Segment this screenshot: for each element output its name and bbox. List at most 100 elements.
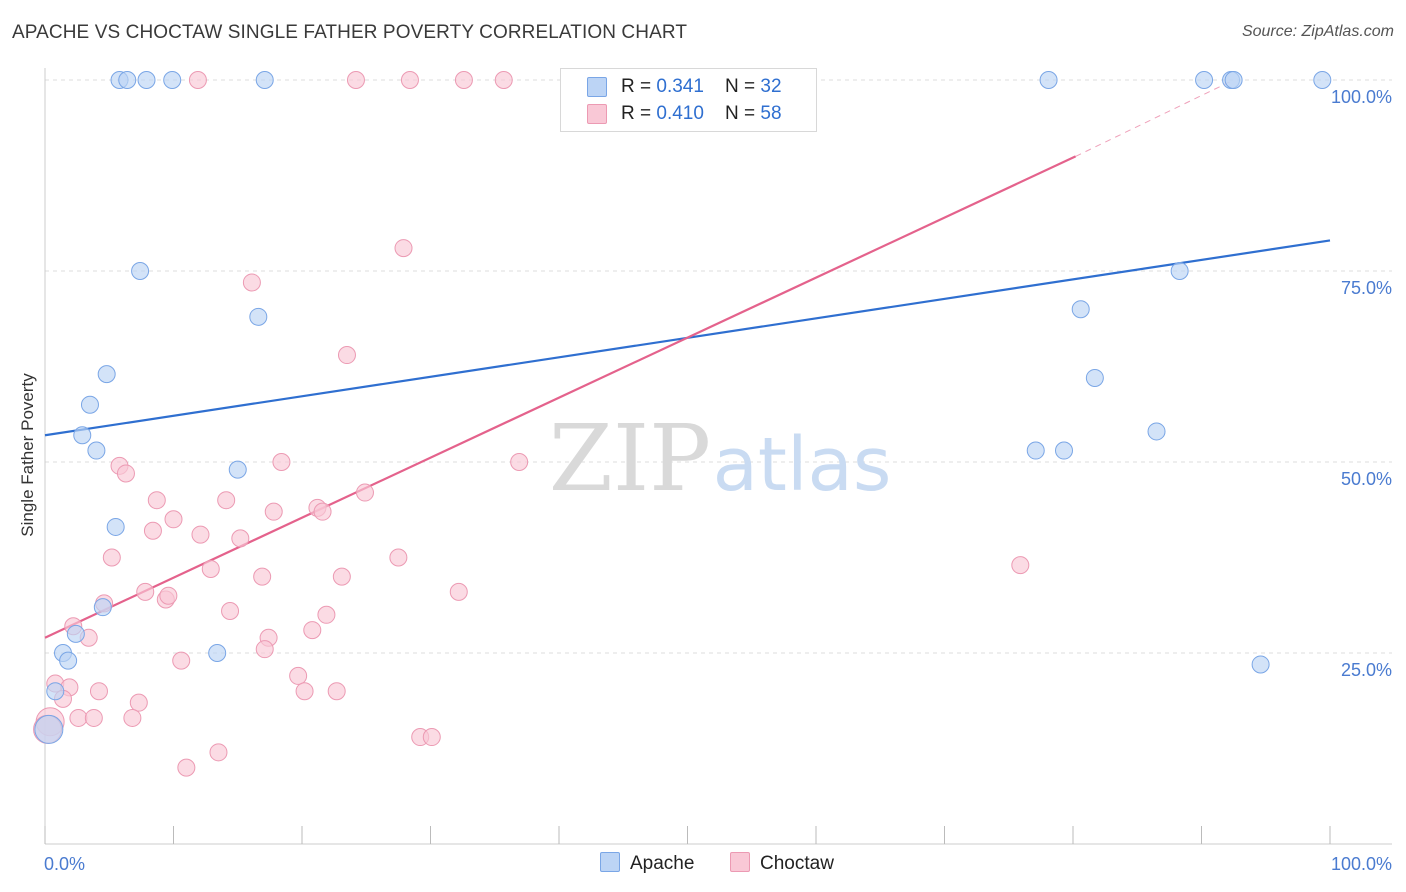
tick-labels: 25.0% 50.0% 75.0% 100.0% 0.0% 100.0% — [44, 87, 1392, 874]
data-points — [33, 71, 1332, 777]
choctaw-point — [346, 71, 365, 89]
apache-point — [255, 71, 274, 89]
legend-apache-n-value: 32 — [760, 76, 782, 97]
watermark: ZIP atlas — [549, 405, 892, 512]
legend-choctaw-n-label: N = — [725, 103, 761, 124]
apache-point — [131, 262, 150, 280]
choctaw-point — [317, 605, 336, 624]
legend-apache-r-label: R = — [621, 76, 657, 97]
apache-point — [1026, 441, 1045, 460]
apache-point — [118, 71, 137, 89]
choctaw-point — [164, 510, 183, 529]
choctaw-point — [253, 567, 272, 586]
trend-lines — [44, 79, 1331, 639]
choctaw-point — [136, 582, 155, 601]
apache-point — [163, 71, 182, 89]
y-tick-label: 100.0% — [1331, 87, 1392, 107]
x-tick-label: 0.0% — [44, 854, 85, 874]
choctaw-point — [422, 728, 441, 747]
source-label: Source: ZipAtlas.com — [1241, 23, 1394, 40]
choctaw-point — [209, 743, 228, 762]
apache-point — [1224, 71, 1243, 89]
choctaw-point — [231, 529, 250, 548]
choctaw-point — [295, 682, 314, 701]
choctaw-point — [129, 693, 148, 712]
apache-point — [80, 395, 99, 414]
apache-point — [1147, 422, 1166, 441]
choctaw-point — [510, 453, 529, 471]
choctaw-point — [89, 682, 108, 701]
apache-point — [228, 460, 247, 479]
apache-point — [1039, 71, 1058, 89]
bottom-legend-swatch-choctaw — [730, 852, 750, 872]
choctaw-point — [332, 567, 351, 586]
choctaw-point — [217, 491, 236, 510]
legend-apache-r-value: 0.341 — [656, 76, 704, 97]
choctaw-point — [116, 464, 135, 483]
choctaw-point — [177, 758, 196, 777]
choctaw-point — [255, 640, 274, 659]
y-tick-label: 50.0% — [1341, 469, 1392, 489]
choctaw-point — [123, 708, 142, 727]
bottom-legend-swatch-apache — [600, 852, 620, 872]
legend-choctaw-n-value: 58 — [760, 103, 782, 124]
gridlines — [45, 79, 1392, 654]
choctaw-point — [394, 239, 413, 258]
apache-point — [87, 441, 106, 460]
choctaw-point — [221, 601, 240, 620]
legend-choctaw-r-label: R = — [621, 103, 657, 124]
choctaw-point — [191, 525, 210, 544]
choctaw-point — [201, 559, 220, 578]
apache-point — [1251, 655, 1270, 674]
apache-point — [1085, 368, 1104, 387]
apache-point — [34, 714, 64, 744]
bottom-legend-choctaw: Choctaw — [730, 852, 834, 875]
choctaw-point — [172, 651, 191, 670]
apache-point — [137, 71, 156, 89]
y-tick-label: 25.0% — [1341, 660, 1392, 680]
watermark-zip: ZIP — [549, 405, 711, 512]
choctaw-point — [303, 621, 322, 640]
apache-point — [46, 682, 65, 701]
choctaw-point — [69, 708, 88, 727]
choctaw-point — [355, 483, 374, 502]
choctaw-point — [337, 346, 356, 365]
choctaw-point — [84, 708, 103, 727]
choctaw-point — [400, 71, 419, 89]
apache-point — [1071, 300, 1090, 319]
choctaw-point — [102, 548, 121, 567]
apache-point — [97, 365, 116, 384]
chart-title: APACHE VS CHOCTAW SINGLE FATHER POVERTY … — [12, 22, 688, 43]
bottom-legend-apache: Apache — [600, 852, 694, 875]
apache-point — [208, 644, 227, 662]
choctaw-point — [159, 586, 178, 605]
choctaw-point — [449, 582, 468, 601]
choctaw-point — [454, 71, 473, 89]
choctaw-point — [1011, 556, 1030, 575]
apache-point — [1170, 262, 1189, 280]
apache-point — [1195, 71, 1214, 89]
choctaw-point — [289, 666, 308, 685]
choctaw-point — [242, 273, 261, 292]
bottom-legend-label-choctaw: Choctaw — [760, 853, 834, 874]
choctaw-point — [389, 548, 408, 567]
apache-point — [93, 598, 112, 617]
choctaw-trend-extension — [1075, 79, 1234, 157]
choctaw-point — [327, 682, 346, 701]
apache-point — [59, 651, 78, 670]
choctaw-trend-line — [44, 155, 1077, 639]
apache-point — [1055, 441, 1074, 460]
choctaw-point — [494, 71, 513, 89]
choctaw-point — [143, 521, 162, 540]
bottom-legend-label-apache: Apache — [630, 853, 695, 874]
choctaw-point — [272, 453, 291, 471]
legend-choctaw-r-value: 0.410 — [656, 103, 704, 124]
choctaw-point — [264, 502, 283, 521]
watermark-atlas: atlas — [713, 422, 892, 508]
choctaw-point — [313, 502, 332, 521]
choctaw-point — [188, 71, 207, 89]
apache-point — [1313, 71, 1332, 89]
y-tick-label: 75.0% — [1341, 278, 1392, 298]
stats-legend: R = 0.341 N = 32 R = 0.410 N = 58 — [560, 68, 817, 132]
